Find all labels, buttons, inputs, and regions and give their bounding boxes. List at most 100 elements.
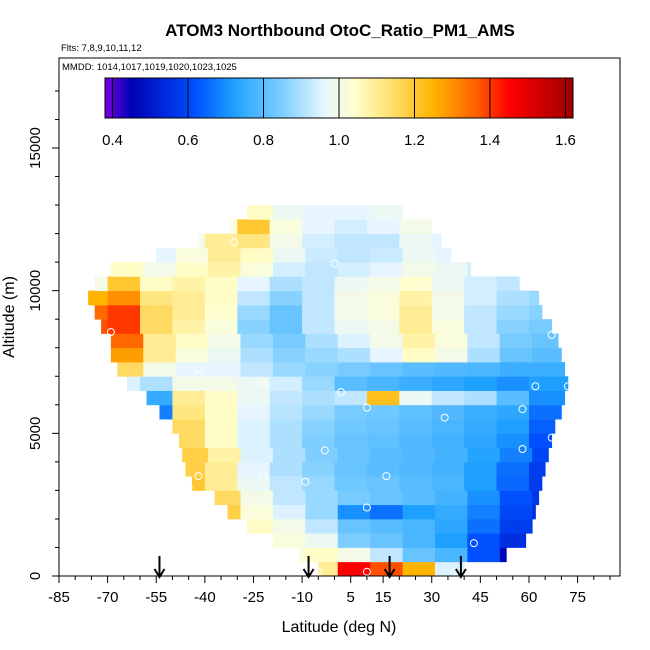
heatmap-cell xyxy=(230,219,238,234)
heatmap-cell xyxy=(499,333,507,349)
heatmap-cell xyxy=(425,319,433,334)
heatmap-cell xyxy=(211,476,219,491)
heatmap-cell xyxy=(486,504,494,520)
heatmap-cell xyxy=(156,333,164,349)
heatmap-cell xyxy=(175,347,183,363)
heatmap-cell xyxy=(389,490,397,506)
heatmap-cell xyxy=(276,461,284,477)
heatmap-cell xyxy=(490,404,497,420)
heatmap-cell xyxy=(136,347,144,363)
heatmap-cell xyxy=(464,404,472,420)
colorbar-segment xyxy=(210,78,214,118)
heatmap-cell xyxy=(519,362,527,377)
heatmap-cell xyxy=(250,376,258,391)
sample-point xyxy=(362,403,371,412)
heatmap-cell xyxy=(328,219,335,234)
heatmap-cell xyxy=(496,290,504,306)
heatmap-cell xyxy=(405,419,413,434)
heatmap-cell xyxy=(130,333,138,349)
heatmap-cell xyxy=(305,362,313,377)
heatmap-cell xyxy=(250,461,258,477)
heatmap-cell xyxy=(308,233,316,249)
colorbar-segment xyxy=(477,78,481,118)
heatmap-cell xyxy=(344,362,352,377)
heatmap-cell xyxy=(165,319,173,334)
heatmap-cell xyxy=(246,447,254,463)
heatmap-cell xyxy=(266,205,274,220)
heatmap-cell xyxy=(548,404,556,420)
heatmap-cell xyxy=(311,205,319,220)
heatmap-cell xyxy=(295,290,303,306)
heatmap-cell xyxy=(191,461,199,477)
heatmap-cell xyxy=(447,333,455,349)
heatmap-cell xyxy=(272,205,280,220)
heatmap-cell xyxy=(282,419,290,434)
colorbar-segment xyxy=(255,78,259,118)
heatmap-cell xyxy=(412,419,420,434)
heatmap-cell xyxy=(383,262,390,277)
heatmap-cell xyxy=(308,476,316,491)
colorbar-segment xyxy=(462,78,466,118)
heatmap-cell xyxy=(399,390,407,406)
colorbar-segment xyxy=(345,78,349,118)
colorbar-segment xyxy=(300,78,304,118)
heatmap-cell xyxy=(373,461,381,477)
colorbar-segment xyxy=(294,78,298,118)
heatmap-cell xyxy=(535,319,543,334)
heatmap-cell xyxy=(412,290,420,306)
x-tick-label: 75 xyxy=(569,589,586,606)
heatmap-cell xyxy=(402,490,410,506)
heatmap-cell xyxy=(285,262,293,277)
heatmap-cell xyxy=(136,262,144,277)
heatmap-cell xyxy=(259,518,267,534)
heatmap-cell xyxy=(243,219,251,234)
colorbar-segment xyxy=(156,78,160,118)
heatmap-cell xyxy=(422,247,429,263)
heatmap-cell xyxy=(383,247,390,263)
heatmap-cell xyxy=(188,447,196,463)
heatmap-cell xyxy=(285,504,293,520)
heatmap-cell xyxy=(282,433,290,448)
heatmap-cell xyxy=(422,347,429,363)
heatmap-cell xyxy=(415,533,423,548)
heatmap-cell xyxy=(490,476,497,491)
heatmap-cell xyxy=(402,247,410,263)
heatmap-cell xyxy=(464,276,472,292)
heatmap-cell xyxy=(496,476,504,491)
heatmap-cell xyxy=(162,362,170,377)
heatmap-cell xyxy=(211,290,219,306)
heatmap-cell xyxy=(334,390,342,406)
heatmap-cell xyxy=(454,347,462,363)
heatmap-cell xyxy=(431,404,439,420)
heatmap-cell xyxy=(512,490,520,506)
heatmap-cell xyxy=(276,276,284,292)
heatmap-cell xyxy=(528,476,536,491)
colorbar-segment xyxy=(459,78,463,118)
heatmap-cell xyxy=(198,319,206,334)
heatmap-cell xyxy=(331,333,339,349)
heatmap-cell xyxy=(204,290,212,306)
heatmap-cell xyxy=(519,533,527,548)
heatmap-cell xyxy=(493,447,501,463)
heatmap-cell xyxy=(285,205,293,220)
heatmap-cell xyxy=(337,362,345,377)
heatmap-cell xyxy=(123,333,131,349)
heatmap-cell xyxy=(230,376,238,391)
heatmap-cell xyxy=(360,304,368,320)
heatmap-cell xyxy=(454,561,462,577)
heatmap-cell xyxy=(169,347,177,363)
heatmap-cell xyxy=(172,319,180,334)
heatmap-cell xyxy=(425,433,433,448)
colorbar-segment xyxy=(135,78,139,118)
heatmap-cell xyxy=(438,404,446,420)
colorbar-segment xyxy=(390,78,394,118)
heatmap-cell xyxy=(276,433,284,448)
heatmap-cell xyxy=(120,290,128,306)
heatmap-cell xyxy=(217,304,225,320)
heatmap-cell xyxy=(370,547,378,563)
heatmap-cell xyxy=(386,304,394,320)
heatmap-cell xyxy=(324,547,332,563)
heatmap-cell xyxy=(334,419,342,434)
sample-point xyxy=(547,330,556,339)
